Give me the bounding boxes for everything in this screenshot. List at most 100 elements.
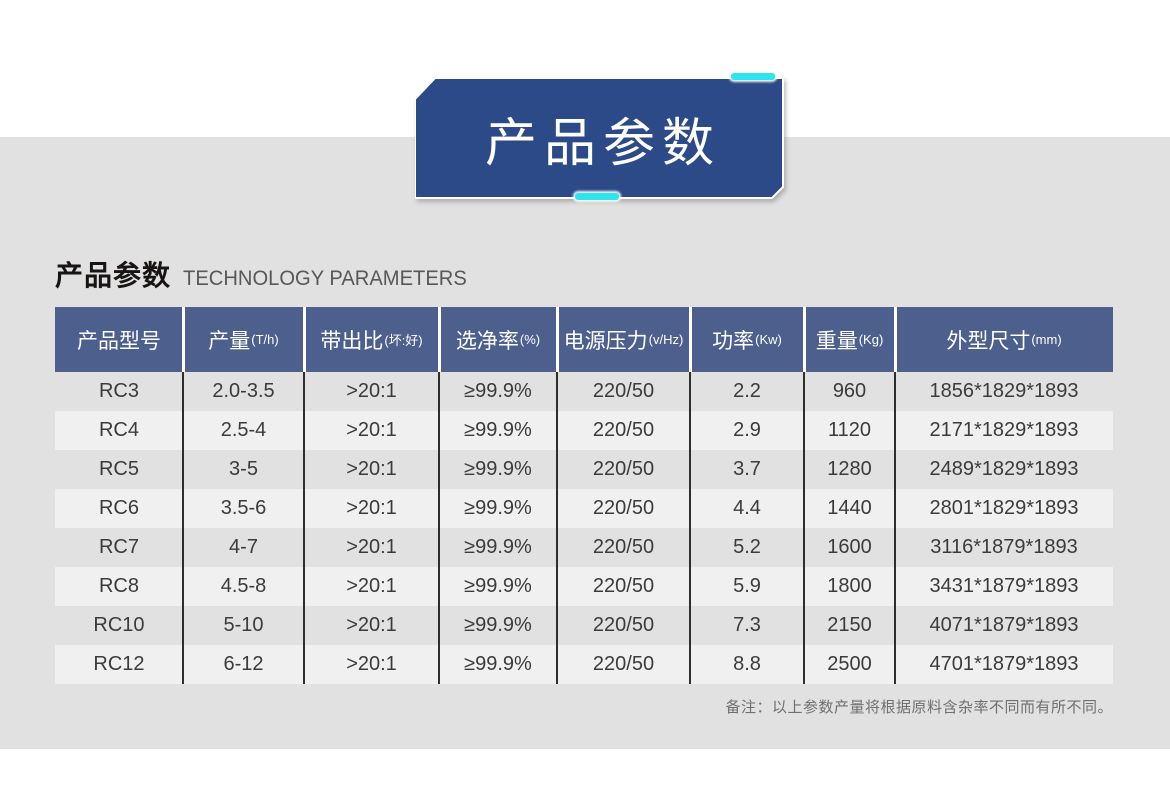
table-cell: 5-10 xyxy=(223,614,264,636)
column-header: 产品型号 xyxy=(55,307,183,372)
table-row: RC4 2.5-4 >20:1 ≥99.9% 220/50 2.9 1120 2171*182… xyxy=(55,411,1113,450)
column-header: 功率 (Kw) xyxy=(690,307,804,372)
header-column-divider xyxy=(689,307,692,372)
section-heading: 产品参数 TECHNOLOGY PARAMETERS xyxy=(55,254,479,294)
table-cell: 220/50 xyxy=(592,614,655,636)
body-column-divider xyxy=(303,372,305,684)
body-column-divider xyxy=(689,372,691,684)
column-header: 带出比 (坏:好) xyxy=(304,307,439,372)
column-header: 产量 (T/h) xyxy=(183,307,304,372)
column-label: 选净率 xyxy=(455,329,519,353)
column-header: 重量 (Kg) xyxy=(804,307,895,372)
table-cell: 4701*1879*1893 xyxy=(929,653,1079,675)
table-cell: >20:1 xyxy=(346,575,397,597)
table-cell: RC5 xyxy=(98,458,139,480)
table-cell: 220/50 xyxy=(592,575,655,597)
banner-shape xyxy=(415,77,784,199)
table-cell: 2.5-4 xyxy=(220,419,267,441)
header-column-divider xyxy=(556,307,559,372)
table-cell: 4-7 xyxy=(229,536,258,558)
table-cell: 1800 xyxy=(827,575,872,597)
table-cell: 220/50 xyxy=(592,380,655,402)
body-column-divider xyxy=(803,372,805,684)
column-label: 外型尺寸 xyxy=(946,329,1031,353)
header-column-divider xyxy=(182,307,185,372)
table-cell: >20:1 xyxy=(346,497,397,519)
table-cell: 2489*1829*1893 xyxy=(929,458,1079,480)
body-column-divider xyxy=(438,372,440,684)
section-title-zh: 产品参数 xyxy=(55,260,172,291)
table-cell: 2500 xyxy=(827,653,872,675)
table-cell: 3431*1879*1893 xyxy=(929,575,1079,597)
table-cell: 220/50 xyxy=(592,419,655,441)
table-cell: 220/50 xyxy=(592,458,655,480)
table-cell: ≥99.9% xyxy=(464,653,532,675)
table-row: RC8 4.5-8 >20:1 ≥99.9% 220/50 5.9 1800 3431*187… xyxy=(55,567,1113,606)
table-cell: 4071*1879*1893 xyxy=(929,614,1079,636)
table-cell: 2801*1829*1893 xyxy=(929,497,1079,519)
table-cell: ≥99.9% xyxy=(464,575,532,597)
table-cell: RC8 xyxy=(98,575,139,597)
column-label: 功率 xyxy=(712,329,755,353)
table-cell: 3.5-6 xyxy=(220,497,267,519)
table-note: 备注：以上参数产量将根据原料含杂率不同而有所不同。 xyxy=(725,699,1113,716)
table-cell: 3.7 xyxy=(733,458,761,480)
table-cell: 8.8 xyxy=(733,653,761,675)
table-row: RC10 5-10 >20:1 ≥99.9% 220/50 7.3 2150 4071*187… xyxy=(55,606,1113,645)
table-cell: 1856*1829*1893 xyxy=(929,380,1079,402)
table-cell: 2.2 xyxy=(733,380,761,402)
table-cell: 220/50 xyxy=(592,653,655,675)
table-cell: 3-5 xyxy=(229,458,258,480)
table-cell: 3116*1879*1893 xyxy=(930,536,1078,558)
table-cell: ≥99.9% xyxy=(464,419,532,441)
column-unit: (%) xyxy=(519,332,541,347)
table-cell: 5.9 xyxy=(733,575,761,597)
table-cell: 1600 xyxy=(827,536,872,558)
column-label: 重量 xyxy=(815,329,858,353)
table-cell: 2.0-3.5 xyxy=(212,380,275,402)
table-row: RC7 4-7 >20:1 ≥99.9% 220/50 5.2 1600 3116*1879*… xyxy=(55,528,1113,567)
column-header: 选净率 (%) xyxy=(439,307,557,372)
header-column-divider xyxy=(438,307,441,372)
banner-accent-bottom xyxy=(575,193,619,200)
column-label: 带出比 xyxy=(320,329,384,353)
column-label: 产品型号 xyxy=(77,329,161,353)
table-cell: ≥99.9% xyxy=(464,380,532,402)
table-row: RC3 2.0-3.5 >20:1 ≥99.9% 220/50 2.2 960 1856*18… xyxy=(55,372,1113,411)
body-column-divider xyxy=(556,372,558,684)
table-row: RC6 3.5-6 >20:1 ≥99.9% 220/50 4.4 1440 2801*182… xyxy=(55,489,1113,528)
table-cell: RC10 xyxy=(93,614,145,636)
table-cell: ≥99.9% xyxy=(464,458,532,480)
table-cell: 2171*1829*1893 xyxy=(929,419,1079,441)
table-cell: 4.4 xyxy=(733,497,761,519)
table-cell: 4.5-8 xyxy=(220,575,267,597)
spec-table: 产品型号 产量 (T/h) 带出比 (坏:好) 选净率 (%) 电源压力 (v/Hz) 功率 (Kw… xyxy=(55,307,1113,684)
table-cell: RC7 xyxy=(98,536,139,558)
table-cell: 2.9 xyxy=(733,419,761,441)
column-unit: (T/h) xyxy=(251,332,279,347)
title-banner: 产品参数 xyxy=(415,73,784,200)
table-cell: 960 xyxy=(832,380,867,402)
table-cell: 1120 xyxy=(827,419,871,441)
column-unit: (Kw) xyxy=(755,332,782,347)
table-header-row: 产品型号 产量 (T/h) 带出比 (坏:好) 选净率 (%) 电源压力 (v/Hz) 功率 (Kw… xyxy=(55,307,1113,372)
column-unit: (mm) xyxy=(1031,332,1062,347)
column-unit: (坏:好) xyxy=(384,333,423,348)
table-row: RC5 3-5 >20:1 ≥99.9% 220/50 3.7 1280 2489*1829*… xyxy=(55,450,1113,489)
table-cell: 220/50 xyxy=(592,536,655,558)
table-cell: ≥99.9% xyxy=(464,536,532,558)
table-cell: 7.3 xyxy=(733,614,761,636)
table-cell: RC12 xyxy=(93,653,145,675)
banner-title: 产品参数 xyxy=(484,114,721,173)
body-column-divider xyxy=(894,372,896,684)
column-header: 电源压力 (v/Hz) xyxy=(557,307,690,372)
table-cell: >20:1 xyxy=(346,614,397,636)
table-cell: 2150 xyxy=(827,614,872,636)
table-cell: 1280 xyxy=(827,458,872,480)
header-column-divider xyxy=(803,307,806,372)
table-cell: RC6 xyxy=(98,497,139,519)
table-cell: >20:1 xyxy=(346,419,397,441)
banner-accent-top xyxy=(731,73,775,80)
table-cell: ≥99.9% xyxy=(464,614,532,636)
